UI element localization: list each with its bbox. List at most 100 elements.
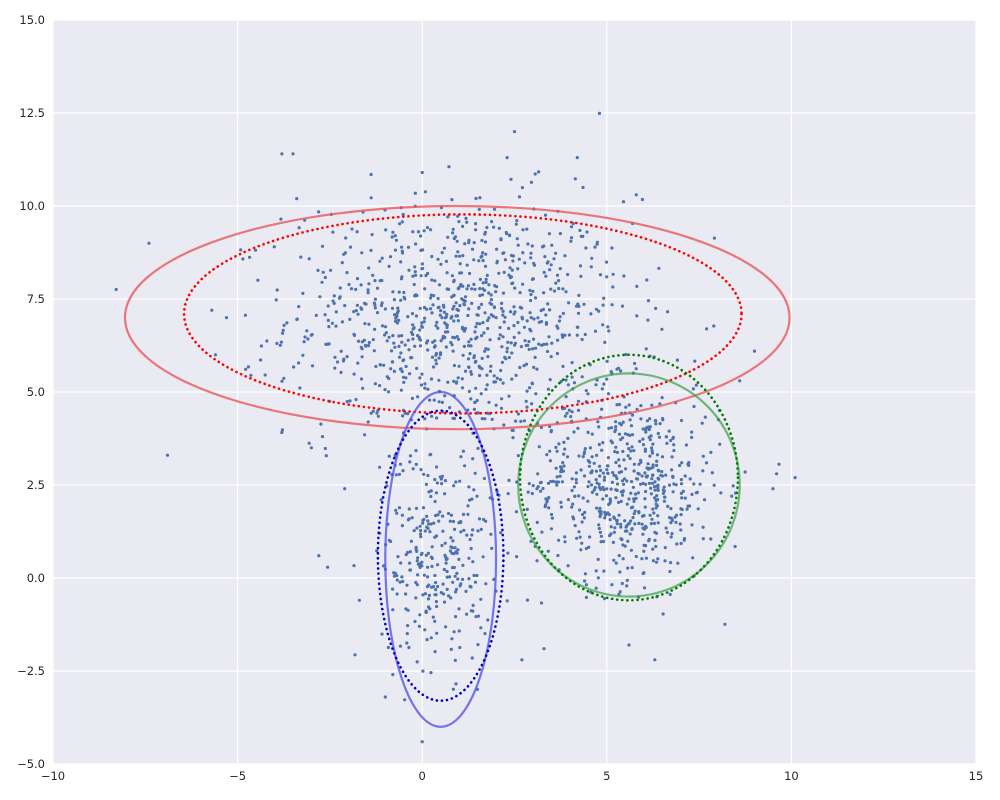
data-point (416, 230, 421, 234)
data-point (438, 510, 442, 514)
data-point (407, 517, 411, 521)
data-point (412, 326, 416, 330)
data-point (272, 245, 276, 249)
data-point (656, 431, 660, 436)
data-point (427, 490, 431, 494)
data-point (613, 450, 617, 454)
data-point (626, 566, 630, 570)
data-point (492, 305, 496, 310)
data-point (608, 497, 612, 501)
data-point (390, 235, 394, 239)
data-point (392, 369, 396, 373)
data-point (618, 421, 622, 425)
data-point (449, 647, 453, 652)
data-point (348, 245, 353, 249)
data-point (536, 485, 540, 489)
data-point (687, 461, 691, 465)
data-point (527, 482, 531, 486)
data-point (501, 291, 506, 295)
data-point (554, 466, 558, 470)
data-point (664, 526, 668, 530)
data-point (416, 395, 420, 399)
data-point (361, 386, 365, 390)
data-point (441, 582, 445, 586)
data-point (352, 372, 356, 376)
y-tick-label: 15.0 (19, 13, 45, 27)
data-point (583, 332, 587, 337)
data-point (617, 402, 622, 407)
data-point (670, 468, 674, 472)
data-point (545, 342, 549, 346)
data-point (530, 402, 534, 406)
data-point (583, 510, 587, 514)
data-point (601, 441, 605, 445)
data-point (582, 474, 587, 478)
data-point (648, 454, 652, 458)
data-point (583, 447, 587, 451)
data-point (539, 489, 543, 493)
data-point (343, 487, 347, 491)
data-point (406, 315, 410, 319)
data-point (602, 478, 607, 482)
data-point (419, 274, 423, 278)
data-point (619, 537, 623, 541)
ellipse-blue-dotted (376, 409, 505, 703)
data-point (467, 365, 471, 369)
data-point (446, 330, 450, 334)
data-point (400, 249, 404, 253)
data-point (593, 329, 598, 333)
data-point (570, 361, 574, 365)
data-point (468, 584, 472, 589)
data-point (602, 569, 606, 573)
data-point (452, 484, 456, 488)
data-point (332, 294, 336, 298)
data-point (611, 272, 615, 276)
data-point (517, 195, 522, 199)
data-point (484, 280, 488, 284)
data-point (674, 520, 678, 525)
data-point (416, 556, 420, 560)
data-point (440, 251, 444, 255)
data-point (244, 367, 248, 371)
data-point (557, 538, 561, 542)
data-point (420, 170, 424, 175)
data-point (599, 512, 603, 516)
data-point (473, 360, 477, 364)
data-point (610, 246, 614, 250)
data-point (599, 534, 604, 538)
data-point (525, 227, 529, 231)
data-point (629, 548, 634, 552)
data-point (486, 318, 490, 323)
data-point (295, 197, 299, 201)
data-point (498, 378, 502, 382)
data-point (690, 430, 694, 434)
data-point (422, 305, 427, 310)
data-point (398, 580, 402, 584)
data-point (649, 522, 653, 526)
data-point (472, 356, 476, 360)
data-point (704, 461, 709, 465)
data-point (525, 389, 529, 393)
data-point (777, 462, 781, 466)
data-point (555, 475, 559, 479)
data-point (274, 298, 278, 302)
data-point (483, 264, 488, 268)
data-point (428, 307, 433, 311)
data-point (306, 337, 310, 341)
data-point (547, 506, 551, 510)
data-point (505, 350, 509, 354)
data-point (635, 407, 639, 411)
data-point (671, 474, 675, 478)
data-point (521, 251, 525, 255)
data-point (404, 607, 408, 611)
data-point (378, 259, 382, 263)
data-point (692, 404, 696, 409)
data-point (603, 340, 607, 344)
data-point (373, 382, 377, 386)
data-point (644, 556, 649, 560)
data-point (617, 366, 621, 370)
data-point (413, 191, 417, 195)
data-point (360, 251, 364, 255)
data-point (373, 279, 377, 283)
data-point (619, 499, 623, 503)
